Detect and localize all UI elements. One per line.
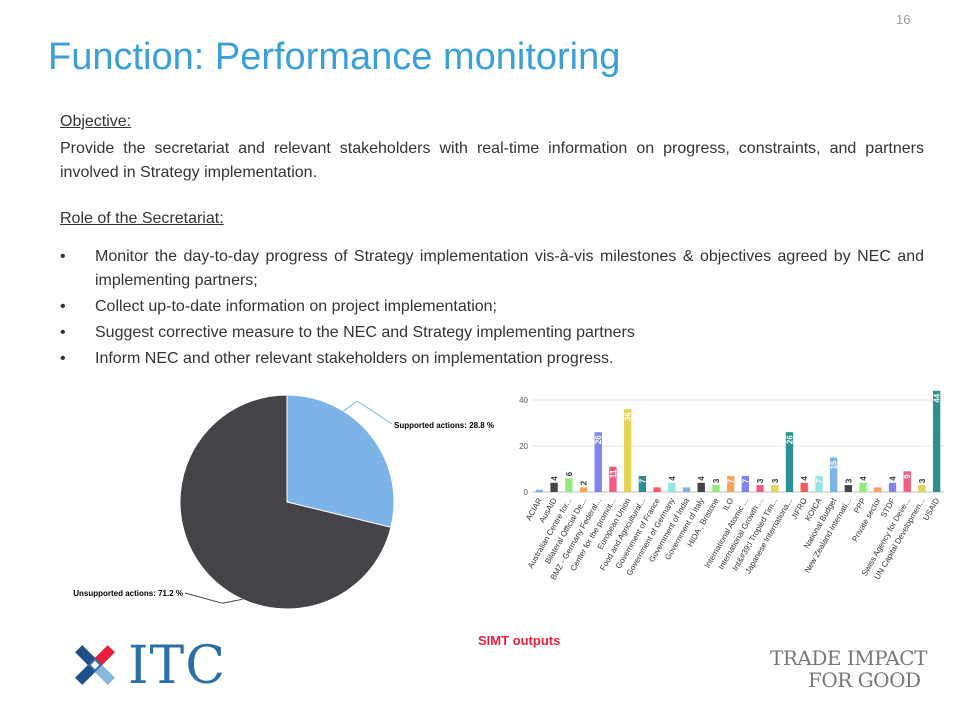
bullet-icon: • — [60, 248, 66, 265]
bar-data-label: 7 — [727, 478, 736, 483]
bar — [668, 482, 676, 492]
x-tick-label: ILO — [721, 497, 735, 513]
bar-data-label: 6 — [565, 471, 574, 476]
bar-data-label: 7 — [638, 478, 647, 483]
role-list: • Monitor the day-to-day progress of Stra… — [60, 245, 924, 373]
role-item: • Monitor the day-to-day progress of Stra… — [60, 245, 924, 293]
bar — [565, 478, 573, 492]
bar — [771, 485, 779, 492]
bar — [741, 475, 750, 492]
bar-data-label: 4 — [550, 476, 559, 481]
bar-data-label: 7 — [815, 478, 824, 483]
bar — [815, 475, 823, 492]
bar-data-label: 15 — [830, 460, 839, 469]
bar-data-label: 4 — [668, 476, 677, 481]
bar — [756, 485, 764, 492]
role-item-text: Inform NEC and other relevant stakeholde… — [95, 350, 614, 367]
bar — [859, 482, 867, 492]
role-label: Role of the Secretariat: — [60, 210, 224, 227]
bar — [712, 485, 720, 492]
pie-chart: Supported actions: 28.8 % Unsupported act… — [40, 380, 508, 624]
bullet-icon: • — [60, 298, 66, 315]
bar-data-label: 3 — [918, 478, 927, 483]
bar-data-label: 36 — [624, 412, 633, 421]
bullet-icon: • — [60, 324, 66, 341]
bar — [844, 485, 853, 492]
role-item-text: Monitor the day-to-day progress of Strat… — [95, 248, 924, 289]
bar — [918, 485, 926, 492]
bar-data-label: 3 — [756, 478, 765, 483]
bar — [785, 432, 794, 492]
bar — [653, 487, 661, 492]
pie-label-connector-unsupported — [184, 592, 243, 604]
bar-data-label: 9 — [903, 474, 912, 479]
bar-data-label: 26 — [786, 435, 795, 444]
bar — [594, 432, 602, 492]
bar — [903, 471, 911, 492]
tagline-line1: TRADE IMPACT — [770, 646, 927, 670]
role-item: • Inform NEC and other relevant stakehold… — [60, 347, 924, 371]
bar-data-label: 4 — [859, 476, 868, 481]
bar — [800, 482, 808, 492]
bar-data-label: 4 — [889, 476, 898, 481]
bullet-icon: • — [60, 350, 66, 367]
objective-text: Provide the secretariat and relevant sta… — [60, 140, 924, 181]
bar-data-label: 11 — [609, 469, 618, 478]
bar — [579, 487, 588, 492]
role-item: • Collect up-to-date information on proje… — [60, 295, 924, 319]
objective-label: Objective: — [60, 113, 132, 130]
bar — [535, 489, 544, 492]
itc-logo-text: ITC — [128, 636, 227, 696]
itc-logo-icon — [75, 645, 115, 685]
y-tick-label: 40 — [519, 396, 528, 405]
bar-data-label: 7 — [741, 478, 750, 483]
bar — [874, 487, 882, 492]
bar-data-label: 3 — [712, 478, 721, 483]
bar — [682, 487, 691, 492]
bar — [609, 466, 617, 492]
role-item-text: Suggest corrective measure to the NEC an… — [95, 324, 635, 341]
bar — [697, 482, 705, 492]
role-item: • Suggest corrective measure to the NEC a… — [60, 321, 924, 345]
bar-data-label: 44 — [933, 393, 942, 402]
bar-data-label: 3 — [771, 478, 780, 483]
pie-label-supported: Supported actions: 28.8 % — [394, 421, 494, 430]
bar-data-label: 4 — [800, 476, 809, 481]
pie-label-connector-supported — [343, 400, 393, 425]
bar-data-label: 26 — [594, 435, 603, 444]
bar — [888, 482, 897, 492]
bar — [932, 390, 941, 492]
tagline-line2: FOR GOOD — [808, 668, 921, 692]
bar — [829, 457, 838, 492]
bar — [638, 475, 647, 492]
bar-data-label: 3 — [844, 478, 853, 483]
y-tick-label: 20 — [519, 442, 528, 451]
bar-chart-panel: 0 20 40 ACIAR 4 AusAID 6 Australian Centre for.… — [508, 382, 960, 622]
bar — [550, 482, 558, 492]
pie-slice-unsupported — [179, 394, 392, 610]
pie-chart-panel: Supported actions: 28.8 % Unsupported act… — [40, 380, 508, 624]
bar — [623, 409, 632, 492]
pie-label-unsupported: Unsupported actions: 71.2 % — [73, 589, 183, 598]
y-tick-label: 0 — [524, 488, 529, 497]
pie-slice-supported — [286, 394, 395, 528]
slide-title: Function: Performance monitoring — [48, 36, 621, 78]
charts-caption: SIMT outputs — [478, 633, 561, 648]
bar — [726, 475, 735, 492]
bar-data-label: 2 — [580, 480, 589, 485]
bar-data-label: 4 — [697, 476, 706, 481]
role-item-text: Collect up-to-date information on projec… — [95, 298, 497, 315]
page-number: 16 — [896, 12, 911, 27]
